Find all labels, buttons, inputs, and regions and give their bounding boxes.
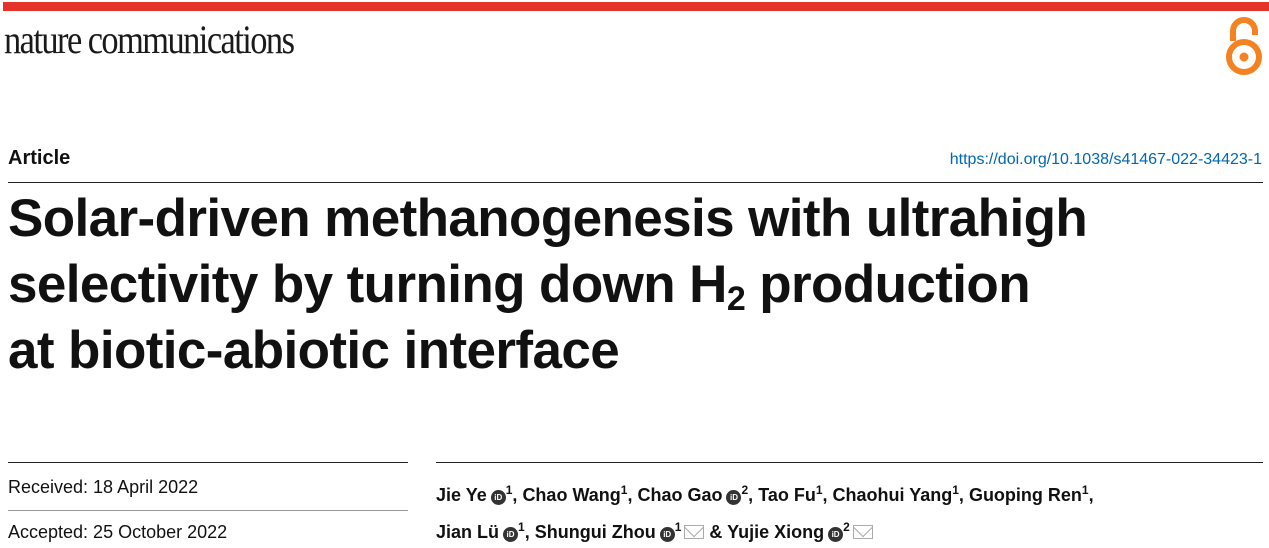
author-name[interactable]: Shungui Zhou xyxy=(534,522,656,542)
author-name[interactable]: Tao Fu xyxy=(758,485,816,505)
affiliation-number: 1 xyxy=(815,483,823,497)
article-title: Solar-driven methanogenesis with ultrahi… xyxy=(8,189,1088,380)
author[interactable]: Chao Gao iD2, xyxy=(637,483,759,505)
received-date: Received: 18 April 2022 xyxy=(8,477,199,497)
author[interactable]: Yujie Xiong iD2 xyxy=(727,520,873,542)
author-separator: & xyxy=(704,522,728,542)
author-separator: , xyxy=(524,522,535,542)
author-name[interactable]: Guoping Ren xyxy=(968,485,1082,505)
orcid-icon[interactable]: iD xyxy=(490,490,506,505)
orcid-icon[interactable]: iD xyxy=(828,527,844,542)
author-list: Jie Ye iD1, Chao Wang1, Chao Gao iD2, Tao … xyxy=(436,474,1266,548)
author-separator: , xyxy=(748,485,759,505)
author-name[interactable]: Chao Wang xyxy=(522,485,621,505)
author-separator: , xyxy=(627,485,638,505)
open-access-icon xyxy=(1226,17,1262,75)
journal-logo[interactable]: nature communications xyxy=(4,17,295,62)
dates-separator xyxy=(8,510,408,511)
author-separator: , xyxy=(958,485,969,505)
header-divider xyxy=(8,182,1263,183)
affiliation-number: 1 xyxy=(952,483,959,497)
affiliation-number: 1 xyxy=(674,520,682,534)
affiliation-number: 1 xyxy=(620,483,628,497)
affiliation-number: 2 xyxy=(843,520,850,534)
author-separator: , xyxy=(822,485,833,505)
author[interactable]: Guoping Ren1, xyxy=(968,483,1094,505)
author[interactable]: Jian Lü iD1, xyxy=(436,520,535,542)
orcid-icon[interactable]: iD xyxy=(726,490,742,505)
author[interactable]: Chaohui Yang1, xyxy=(832,483,969,505)
author-name[interactable]: Chao Gao xyxy=(637,485,723,505)
journal-accent-bar xyxy=(3,2,1269,11)
author[interactable]: Jie Ye iD1, xyxy=(436,483,523,505)
affiliation-number: 1 xyxy=(1081,483,1089,497)
dates-divider xyxy=(8,462,408,463)
author-separator: , xyxy=(1088,485,1094,505)
author-name[interactable]: Jian Lü xyxy=(436,522,500,542)
affiliation-number: 1 xyxy=(505,483,513,497)
author-name[interactable]: Jie Ye xyxy=(436,485,487,505)
email-icon[interactable] xyxy=(684,525,705,539)
email-icon[interactable] xyxy=(852,525,873,539)
author-name[interactable]: Chaohui Yang xyxy=(832,485,953,505)
author-name[interactable]: Yujie Xiong xyxy=(727,522,825,542)
author[interactable]: Shungui Zhou iD1 & xyxy=(534,520,728,542)
article-type: Article xyxy=(8,147,71,169)
orcid-icon[interactable]: iD xyxy=(503,527,519,542)
author[interactable]: Chao Wang1, xyxy=(522,483,638,505)
author[interactable]: Tao Fu1, xyxy=(758,483,833,505)
accepted-date: Accepted: 25 October 2022 xyxy=(8,522,228,542)
doi-link[interactable]: https://doi.org/10.1038/s41467-022-34423… xyxy=(949,151,1262,168)
affiliation-number: 2 xyxy=(741,483,749,497)
orcid-icon[interactable]: iD xyxy=(659,527,675,542)
author-separator: , xyxy=(512,485,523,505)
affiliation-number: 1 xyxy=(518,520,525,534)
authors-divider xyxy=(436,462,1263,463)
